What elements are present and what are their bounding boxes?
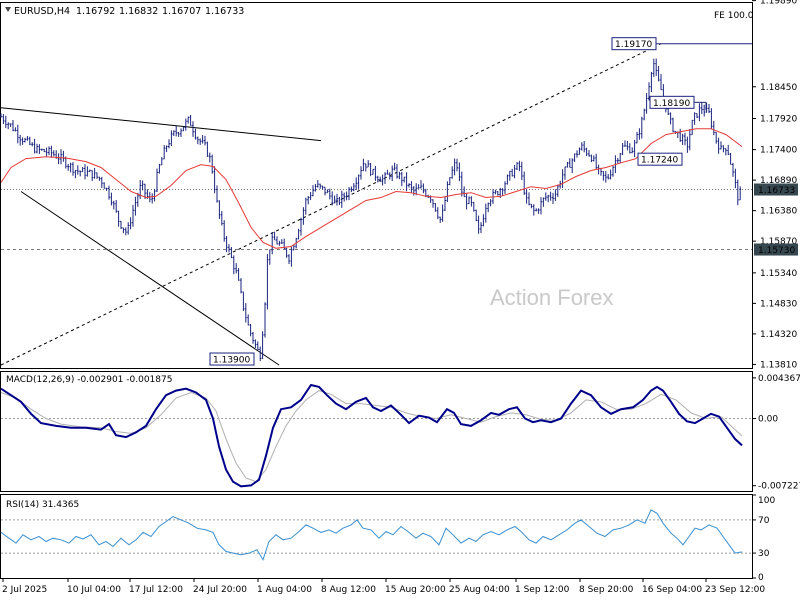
macd-line [0,383,743,488]
price-label-box [611,37,657,51]
price-tick-label: 1.19890 [760,0,797,7]
time-tick-label: 1 Sep 12:00 [515,585,570,595]
price-label-text: 1.17240 [641,156,678,166]
macd-tick-label: 0.004367 [758,374,800,384]
rsi-tick-label: 70 [758,516,770,526]
price-label-text: 1.19170 [615,40,652,50]
price-tick-label: 1.18450 [760,83,797,93]
price-label-1.18190: 1.18190 [649,95,695,109]
rsi-line [0,509,743,561]
price-label-1.17240: 1.17240 [637,152,683,166]
chart-header: EURUSD,H4 1.16792 1.16832 1.16707 1.1673… [5,6,244,17]
price-label-text: 1.13900 [213,356,250,366]
time-tick-label: 8 Sep 20:00 [579,585,634,595]
low-price: 1.16707 [162,6,201,17]
price-label-box [209,352,255,366]
trendline-lower-falling [20,191,280,366]
price-tick-label: 1.14320 [760,330,797,340]
moving-average-line [0,128,743,249]
trendline-rising-channel [0,43,662,366]
time-tick-label: 10 Jul 04:00 [67,585,121,595]
open-price: 1.16792 [76,6,115,17]
watermark: Action Forex [490,285,614,310]
rsi-pane [0,494,753,579]
time-tick-label: 16 Sep 04:00 [642,585,702,595]
price-label-1.19170: 1.19170 [611,37,657,51]
support-text: 1.15730 [758,246,795,256]
header-arrow-icon [5,7,11,12]
candles [0,58,742,362]
close-price: 1.16733 [205,6,244,17]
time-tick-label: 23 Sep 12:00 [705,585,765,595]
fe-label: FE 100.0 [714,11,754,21]
rsi-tick-label: 0 [758,573,764,583]
price-label-1.13900: 1.13900 [209,352,255,366]
time-tick-label: 8 Aug 12:00 [321,585,376,595]
time-tick-label: 17 Jul 12:00 [129,585,183,595]
time-tick-label: 1 Aug 04:00 [257,585,312,595]
price-tick-label: 1.14830 [760,299,797,309]
symbol-timeframe: EURUSD,H4 [14,6,70,17]
price-pane [0,2,753,369]
time-tick-label: 15 Aug 20:00 [385,585,446,595]
time-tick-label: 24 Jul 20:00 [193,585,247,595]
current-price-bg [754,183,798,196]
current-price-text: 1.16733 [758,186,795,196]
trendline-upper-falling [0,107,322,142]
price-label-text: 1.18190 [653,99,690,109]
price-label-box [637,152,683,166]
macd-title: MACD(12,26,9) -0.002901 -0.001875 [6,375,172,385]
macd-tick-label: 0.00 [758,414,778,424]
macd-tick-label: -0.007227 [758,482,800,492]
rsi-title: RSI(14) 31.4365 [6,500,79,510]
time-tick-label: 25 Aug 04:00 [449,585,510,595]
price-tick-label: 1.16380 [760,207,797,217]
time-tick-label: 2 Jul 2025 [2,585,47,595]
support-bg [754,243,798,256]
rsi-tick-label: 100 [758,496,775,506]
current-price-badge: 1.16733 [754,183,798,196]
price-tick-label: 1.16890 [760,176,797,186]
price-tick-label: 1.17400 [760,146,797,156]
price-tick-label: 1.17920 [760,114,797,124]
high-price: 1.16832 [119,6,158,17]
macd-pane [0,371,753,492]
price-tick-label: 1.15340 [760,269,797,279]
rsi-tick-label: 30 [758,549,770,559]
price-tick-label: 1.15870 [760,237,797,247]
support-badge: 1.15730 [754,243,798,256]
price-tick-label: 1.13810 [760,360,797,370]
